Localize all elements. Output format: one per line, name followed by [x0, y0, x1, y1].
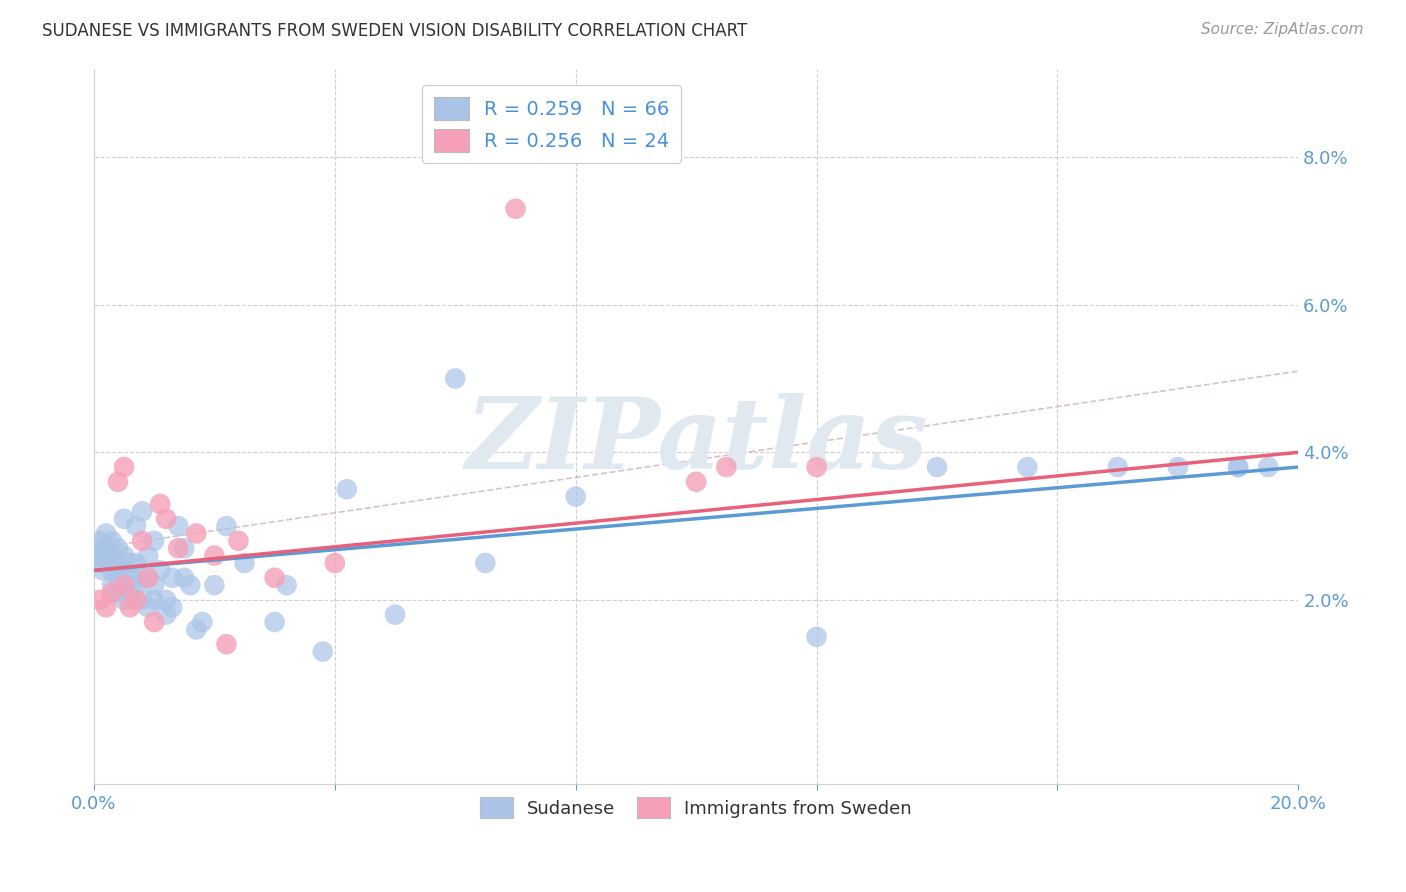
Point [101, 578, 124, 592]
Point [101, 563, 124, 577]
Point [94, 526, 117, 541]
Text: SUDANESE VS IMMIGRANTS FROM SWEDEN VISION DISABILITY CORRELATION CHART: SUDANESE VS IMMIGRANTS FROM SWEDEN VISIO… [42, 22, 748, 40]
Point [1257, 460, 1279, 475]
Point [112, 578, 135, 592]
Point [143, 578, 166, 592]
Point [143, 615, 166, 629]
Point [716, 460, 738, 475]
Point [94, 549, 117, 563]
Point [233, 556, 256, 570]
Point [167, 541, 190, 556]
Point [107, 585, 129, 599]
Point [89, 541, 111, 556]
Point [191, 615, 214, 629]
Point [125, 519, 148, 533]
Point [444, 371, 467, 385]
Point [167, 519, 190, 533]
Point [155, 607, 177, 622]
Point [131, 571, 153, 585]
Point [474, 556, 496, 570]
Point [101, 585, 124, 599]
Point [1227, 460, 1250, 475]
Point [112, 563, 135, 577]
Point [136, 600, 159, 615]
Legend: Sudanese, Immigrants from Sweden: Sudanese, Immigrants from Sweden [474, 790, 920, 825]
Point [120, 571, 142, 585]
Point [228, 533, 250, 548]
Point [136, 549, 159, 563]
Point [202, 578, 225, 592]
Point [186, 623, 208, 637]
Point [1167, 460, 1189, 475]
Point [125, 578, 148, 592]
Point [173, 541, 195, 556]
Point [125, 593, 148, 607]
Point [131, 593, 153, 607]
Point [101, 533, 124, 548]
Point [94, 556, 117, 570]
Point [94, 541, 117, 556]
Point [564, 490, 586, 504]
Point [120, 556, 142, 570]
Point [160, 600, 183, 615]
Point [89, 593, 111, 607]
Point [1017, 460, 1039, 475]
Point [160, 571, 183, 585]
Point [112, 460, 135, 475]
Point [94, 600, 117, 615]
Point [112, 578, 135, 592]
Point [120, 600, 142, 615]
Point [155, 512, 177, 526]
Point [107, 556, 129, 570]
Point [89, 556, 111, 570]
Point [215, 519, 238, 533]
Point [107, 475, 129, 489]
Point [276, 578, 298, 592]
Point [186, 526, 208, 541]
Point [101, 549, 124, 563]
Point [323, 556, 346, 570]
Point [120, 585, 142, 599]
Point [179, 578, 201, 592]
Point [505, 202, 527, 216]
Point [215, 637, 238, 651]
Point [925, 460, 948, 475]
Point [112, 593, 135, 607]
Point [107, 541, 129, 556]
Point [125, 556, 148, 570]
Point [143, 533, 166, 548]
Point [89, 533, 111, 548]
Point [312, 644, 335, 658]
Point [107, 571, 129, 585]
Point [1227, 460, 1250, 475]
Point [112, 549, 135, 563]
Point [202, 549, 225, 563]
Point [131, 533, 153, 548]
Point [173, 571, 195, 585]
Point [143, 593, 166, 607]
Point [806, 630, 828, 644]
Point [155, 593, 177, 607]
Point [263, 571, 285, 585]
Point [806, 460, 828, 475]
Point [131, 504, 153, 518]
Point [86, 549, 108, 563]
Point [149, 497, 172, 511]
Point [384, 607, 406, 622]
Text: ZIPatlas: ZIPatlas [465, 392, 928, 489]
Point [149, 563, 172, 577]
Point [136, 571, 159, 585]
Point [91, 563, 114, 577]
Point [112, 512, 135, 526]
Point [685, 475, 707, 489]
Point [263, 615, 285, 629]
Text: Source: ZipAtlas.com: Source: ZipAtlas.com [1201, 22, 1364, 37]
Point [336, 482, 359, 496]
Point [1107, 460, 1129, 475]
